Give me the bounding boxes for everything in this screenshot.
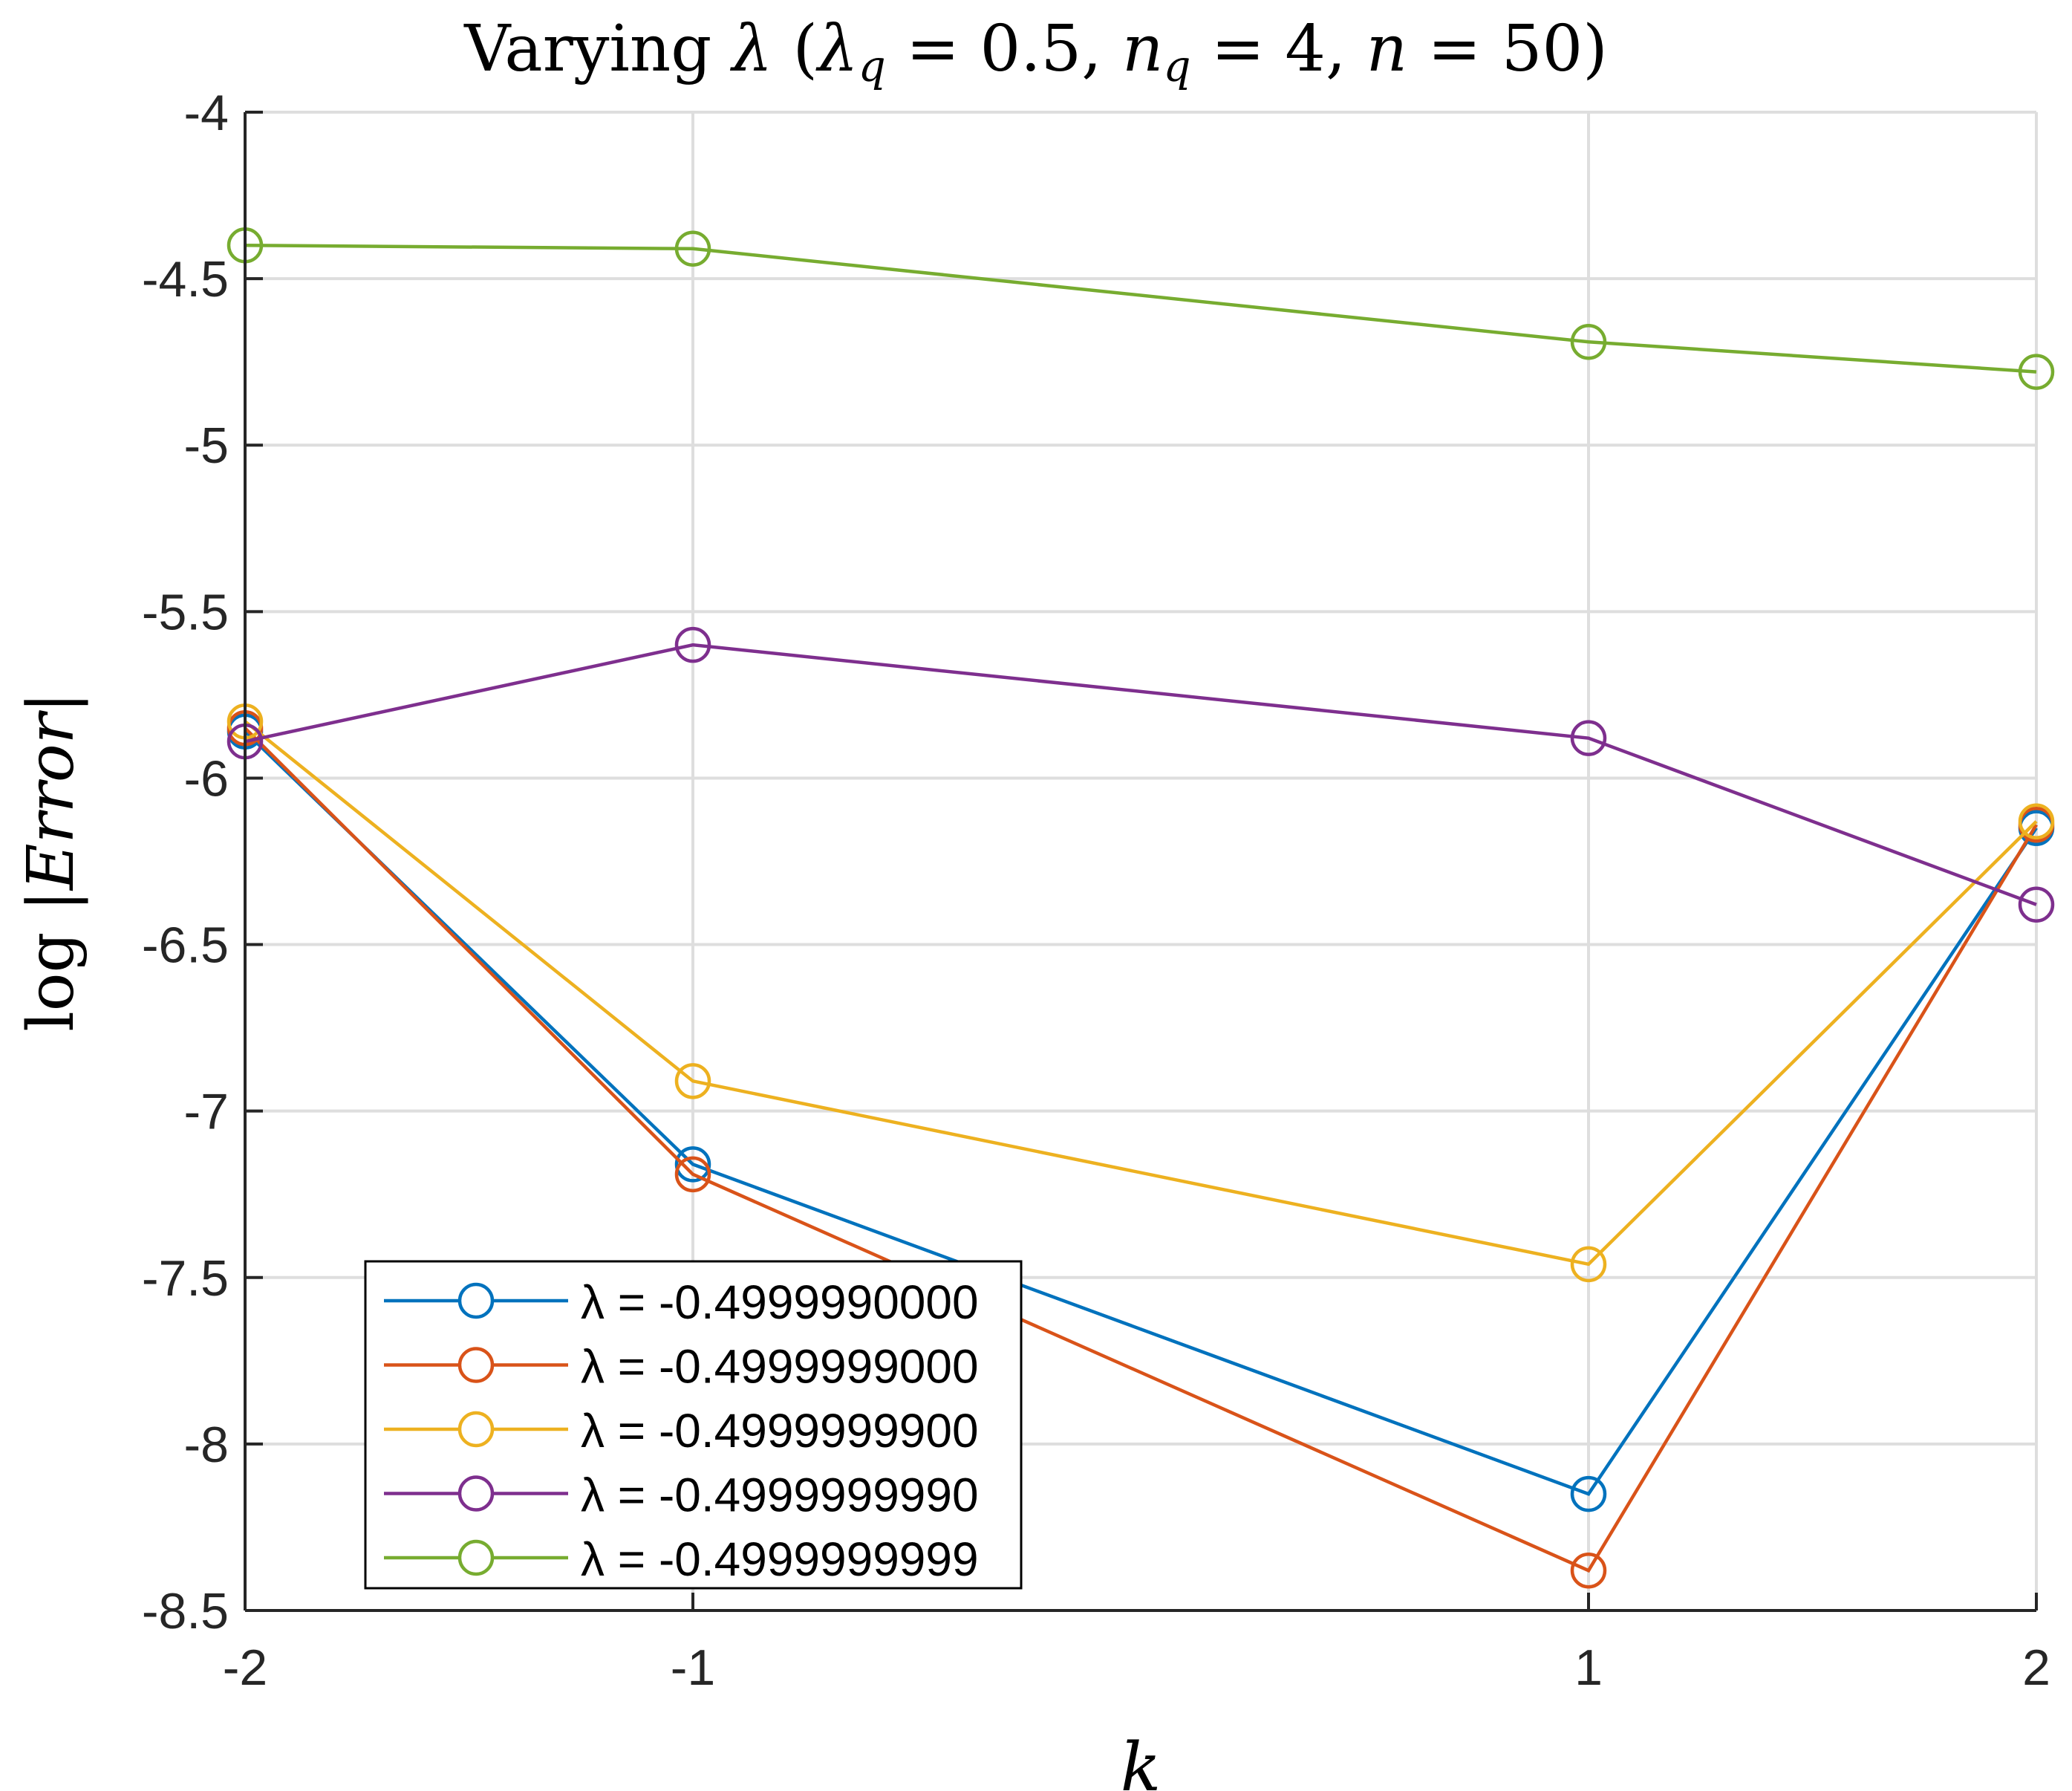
title-sub-q2: q bbox=[1163, 41, 1190, 91]
x-axis-label: k bbox=[1121, 1729, 1162, 1791]
y-tick-label: -4 bbox=[184, 85, 229, 141]
x-tick-label: -1 bbox=[671, 1639, 715, 1696]
y-tick-label: -5 bbox=[184, 417, 229, 474]
y-label-bar-left: | bbox=[14, 890, 88, 911]
series-line bbox=[244, 244, 2037, 374]
title-eq3: = 50) bbox=[1427, 12, 1607, 86]
legend-label: λ = -0.4999999900 bbox=[581, 1404, 979, 1457]
data-point bbox=[2018, 886, 2055, 923]
legend-label: λ = -0.4999999000 bbox=[581, 1340, 979, 1394]
data-point bbox=[1570, 324, 1607, 360]
data-point bbox=[674, 1146, 711, 1183]
legend-item: λ = -0.4999999990 bbox=[384, 1469, 979, 1522]
x-tick-label: -2 bbox=[223, 1639, 267, 1696]
data-point bbox=[1570, 1246, 1607, 1283]
x-axis-ticks: -2 -1 1 2 bbox=[223, 1593, 2050, 1696]
series-layer bbox=[227, 227, 2055, 1589]
data-point bbox=[1570, 1475, 1607, 1512]
legend-marker bbox=[457, 1282, 495, 1319]
title-lambda: λ bbox=[730, 12, 773, 86]
legend-label: λ = -0.4999999999 bbox=[581, 1532, 979, 1586]
x-tick-label: 2 bbox=[2022, 1639, 2050, 1696]
title-sub-q: q bbox=[859, 41, 886, 91]
legend-label: λ = -0.4999999990 bbox=[581, 1469, 979, 1522]
legend-marker bbox=[457, 1475, 495, 1512]
data-point bbox=[2018, 803, 2055, 839]
y-tick-label: -8.5 bbox=[142, 1583, 229, 1639]
legend: λ = -0.4999990000 λ = -0.4999999000 λ = -0… bbox=[364, 1260, 1023, 1590]
chart-title: Varying λ (λq = 0.5, nq = 4, n = 50) bbox=[463, 12, 1608, 97]
y-tick-label: -7.5 bbox=[142, 1250, 229, 1307]
x-tick-label: 1 bbox=[1574, 1639, 1603, 1696]
y-label-log: log bbox=[14, 932, 88, 1031]
series-4 bbox=[227, 626, 2055, 923]
axes bbox=[244, 112, 2036, 1612]
y-tick-label: -5.5 bbox=[142, 584, 229, 640]
y-tick-label: -6 bbox=[184, 750, 229, 807]
data-point bbox=[1570, 1552, 1607, 1589]
data-point bbox=[1570, 720, 1607, 756]
y-tick-label: -6.5 bbox=[142, 917, 229, 974]
title-lambda-q: λ bbox=[815, 12, 859, 86]
title-prefix: Varying bbox=[463, 12, 711, 86]
series-line bbox=[244, 730, 2038, 1496]
y-axis-ticks: -4 -4.5 -5 -5.5 -6 -6.5 -7 -7.5 -8 -8.5 bbox=[142, 85, 263, 1639]
title-open-paren: ( bbox=[793, 12, 818, 86]
title-n-q: n bbox=[1122, 12, 1163, 86]
y-tick-label: -4.5 bbox=[142, 251, 229, 308]
data-point bbox=[674, 230, 711, 267]
legend-item: λ = -0.4999999000 bbox=[384, 1340, 979, 1394]
data-point bbox=[674, 626, 711, 663]
title-eq1: = 0.5, bbox=[906, 12, 1102, 86]
series-line bbox=[244, 720, 2038, 1267]
series-line bbox=[244, 727, 2038, 1573]
title-eq2: = 4, bbox=[1211, 12, 1346, 86]
legend-label: λ = -0.4999990000 bbox=[581, 1275, 979, 1329]
legend-marker bbox=[457, 1347, 495, 1383]
data-point bbox=[674, 1156, 711, 1193]
series-3 bbox=[227, 703, 2055, 1283]
y-tick-label: -8 bbox=[184, 1417, 229, 1473]
data-point bbox=[674, 1063, 711, 1099]
y-axis-label: log |Error| bbox=[14, 692, 88, 1032]
legend-marker bbox=[457, 1539, 495, 1576]
legend-items: λ = -0.4999990000 λ = -0.4999999000 λ = -0… bbox=[384, 1275, 979, 1586]
y-label-bar-right: | bbox=[14, 692, 88, 713]
legend-marker bbox=[457, 1411, 495, 1448]
y-tick-label: -7 bbox=[184, 1084, 229, 1140]
legend-item: λ = -0.4999990000 bbox=[384, 1275, 979, 1329]
y-label-error: Error bbox=[14, 709, 88, 891]
series-line bbox=[244, 643, 2037, 906]
title-n: n bbox=[1366, 12, 1407, 86]
legend-item: λ = -0.4999999900 bbox=[384, 1404, 979, 1457]
legend-item: λ = -0.4999999999 bbox=[384, 1532, 979, 1586]
data-point bbox=[2018, 354, 2055, 390]
